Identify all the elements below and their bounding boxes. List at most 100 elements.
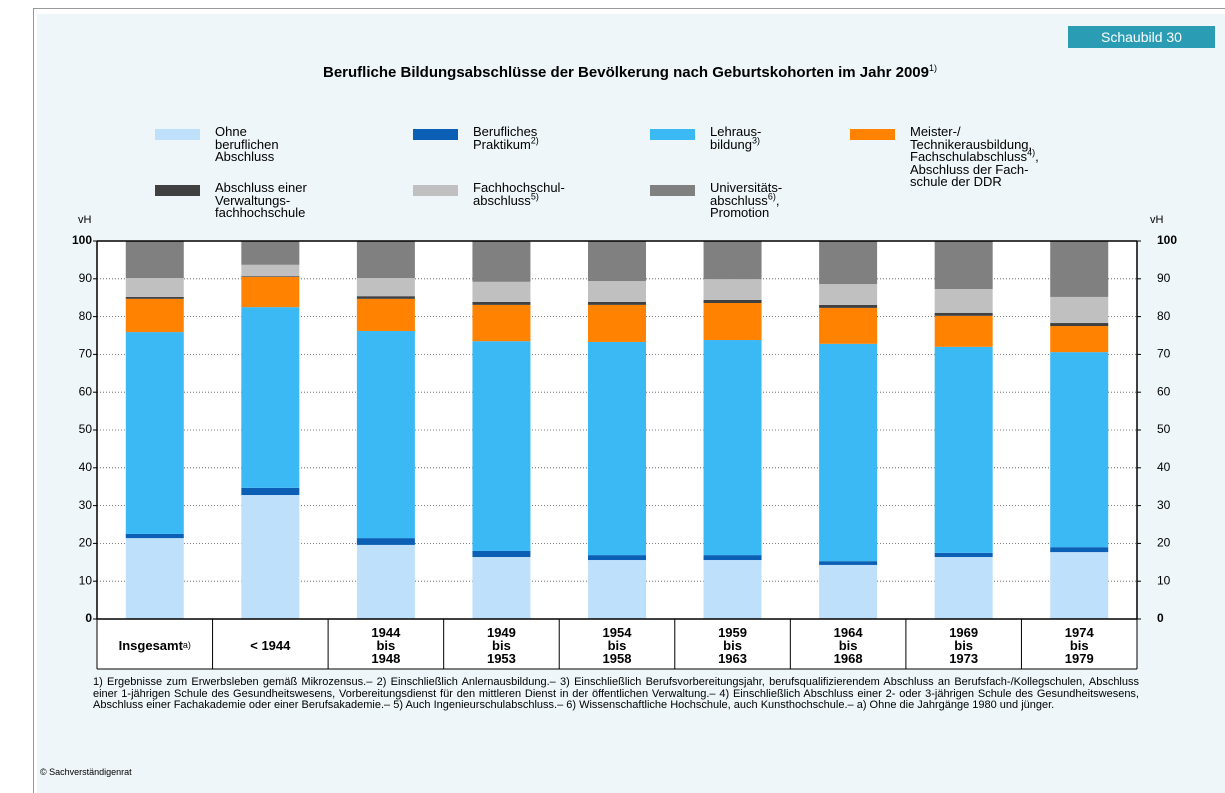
bar-segment bbox=[241, 307, 300, 488]
category-text: 1964 bis 1968 bbox=[833, 624, 863, 666]
legend-footnote: 6) bbox=[767, 191, 776, 202]
chart-title: Berufliche Bildungsabschlüsse der Bevölk… bbox=[40, 63, 1220, 82]
legend-footnote: 5) bbox=[530, 191, 539, 202]
legend-label: Abschluss einer Verwaltungs- fachhochsch… bbox=[215, 180, 307, 220]
y-tick-label: 100 bbox=[72, 233, 92, 247]
bar-segment bbox=[356, 538, 415, 545]
bar-segment bbox=[1050, 326, 1109, 353]
legend-entry: Ohne beruflichen Abschluss bbox=[215, 124, 279, 164]
legend-entry: Abschluss einer Verwaltungs- fachhochsch… bbox=[215, 180, 307, 220]
bar-segment bbox=[472, 550, 531, 558]
bar-segment bbox=[703, 299, 762, 303]
x-tick-label: 1964 bis 1968 bbox=[790, 621, 906, 669]
legend-swatch bbox=[850, 129, 895, 140]
y2-tick-label: 90 bbox=[1157, 271, 1171, 285]
bar-segment bbox=[588, 304, 646, 342]
bar-segment bbox=[241, 276, 300, 308]
category-text: 1954 bis 1958 bbox=[602, 624, 632, 666]
y-tick-label: 90 bbox=[79, 271, 93, 285]
legend-swatch bbox=[650, 129, 695, 140]
legend-swatch bbox=[650, 185, 695, 196]
legend-entry: Berufliches Praktikum2) bbox=[473, 124, 539, 152]
y2-tick-label: 100 bbox=[1157, 233, 1177, 247]
y2-tick-label: 80 bbox=[1157, 309, 1171, 323]
y2-tick-label: 70 bbox=[1157, 347, 1171, 361]
category-bg bbox=[97, 619, 1137, 669]
y2-tick-label: 20 bbox=[1157, 536, 1171, 550]
bar-segment bbox=[819, 241, 878, 285]
y2-tick-label: 60 bbox=[1157, 384, 1171, 398]
bar-segment bbox=[125, 278, 184, 297]
bar-segment bbox=[819, 564, 878, 619]
category-text: 1959 bis 1963 bbox=[718, 624, 747, 666]
y2-tick-label: 40 bbox=[1157, 460, 1171, 474]
bar-segment bbox=[472, 304, 531, 342]
bar-segment bbox=[934, 315, 993, 347]
legend-label: Ohne beruflichen Abschluss bbox=[215, 124, 279, 164]
bar-segment bbox=[1050, 352, 1109, 548]
legend-footnote: 2) bbox=[530, 135, 539, 146]
bar-segment bbox=[125, 298, 184, 333]
y-tick-label: 60 bbox=[79, 384, 93, 398]
bar-segment bbox=[819, 284, 878, 305]
bar-segment bbox=[241, 276, 300, 277]
legend-label: Berufliches Praktikum bbox=[473, 124, 538, 152]
y2-tick-label: 30 bbox=[1157, 498, 1171, 512]
legend-footnote: 3) bbox=[751, 135, 760, 146]
bar-segment bbox=[1050, 552, 1109, 619]
category-text: 1969 bis 1973 bbox=[949, 624, 979, 666]
bar-segment bbox=[588, 281, 646, 302]
y-axis-label: vH bbox=[78, 214, 92, 226]
bar-segment bbox=[472, 341, 531, 551]
bar-segment bbox=[125, 296, 184, 299]
x-tick-label: 1954 bis 1958 bbox=[559, 621, 675, 669]
y-tick-label: 10 bbox=[79, 573, 93, 587]
y-tick-label: 0 bbox=[85, 611, 92, 625]
title-footnote: 1) bbox=[929, 63, 938, 73]
bar-segment bbox=[1050, 323, 1109, 327]
bar-segment bbox=[703, 555, 762, 561]
bar-segment bbox=[241, 264, 300, 277]
bar-segment bbox=[125, 332, 184, 534]
y-tick-label: 50 bbox=[79, 422, 93, 436]
bar-segment bbox=[125, 241, 184, 279]
y-tick-label: 40 bbox=[79, 460, 93, 474]
bar-segment bbox=[241, 241, 300, 265]
legend-label-cont: , Promotion bbox=[710, 192, 780, 220]
bar-segment bbox=[703, 302, 762, 341]
legend-label: Universitäts- abschluss bbox=[710, 180, 783, 208]
bar-segment bbox=[241, 487, 300, 496]
bar-segment bbox=[934, 241, 993, 290]
legend-label: Lehraus- bildung bbox=[710, 124, 762, 152]
bar-segment bbox=[356, 241, 415, 279]
category-text: 1974 bis 1979 bbox=[1064, 624, 1094, 666]
bar-segment bbox=[1050, 547, 1109, 553]
y-tick-label: 70 bbox=[79, 347, 93, 361]
x-tick-label: Insgesamt a) bbox=[118, 637, 191, 653]
y-tick-label: 80 bbox=[79, 309, 93, 323]
legend-swatch bbox=[155, 185, 200, 196]
legend-entry: Meister-/ Technikerausbildung, Fachschul… bbox=[910, 125, 1039, 189]
bar-segment bbox=[588, 341, 646, 556]
bar-segment bbox=[1050, 241, 1109, 297]
category-text: 1944 bis 1948 bbox=[371, 624, 401, 666]
bar-segment bbox=[472, 301, 531, 305]
legend-entry: Universitäts- abschluss6), Promotion bbox=[710, 180, 783, 220]
bar-segment bbox=[125, 533, 184, 539]
bar-segment bbox=[588, 301, 646, 305]
bar-segment bbox=[819, 343, 878, 562]
x-tick-label: 1959 bis 1963 bbox=[675, 621, 791, 669]
bar-segment bbox=[356, 298, 415, 331]
legend-swatch bbox=[413, 129, 458, 140]
x-tick-label: < 1944 bbox=[213, 621, 329, 669]
x-tick-label: 1974 bis 1979 bbox=[1021, 621, 1137, 669]
bar-segment bbox=[472, 241, 531, 282]
bar-segment bbox=[819, 304, 878, 308]
legend-footnote: 4) bbox=[1027, 147, 1036, 158]
legend-entry: Lehraus- bildung3) bbox=[710, 124, 762, 152]
y2-tick-label: 50 bbox=[1157, 422, 1171, 436]
bar-segment bbox=[588, 555, 646, 561]
bar-segment bbox=[703, 279, 762, 300]
source: © Sachverständigenrat bbox=[40, 767, 132, 777]
